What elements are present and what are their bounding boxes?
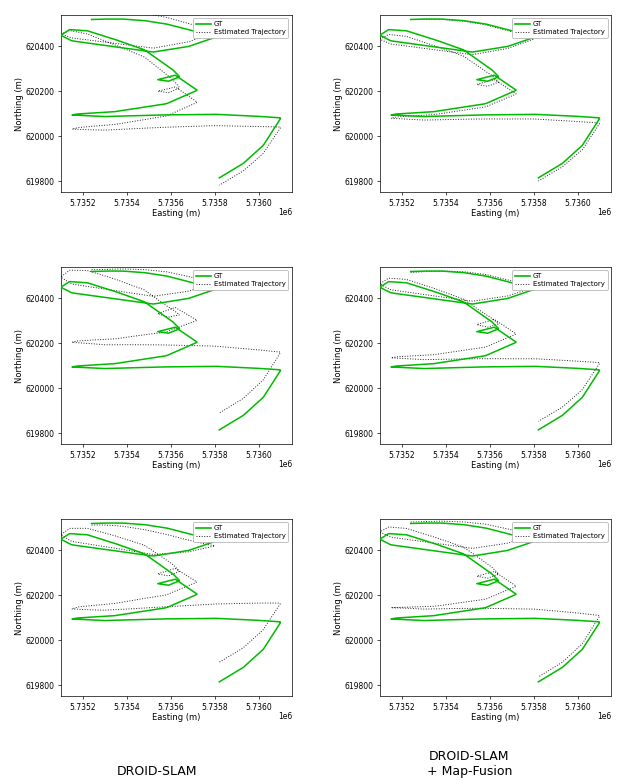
Legend: GT, Estimated Trajectory: GT, Estimated Trajectory	[512, 19, 607, 37]
Text: 1e6: 1e6	[597, 711, 611, 721]
Y-axis label: Northing (m): Northing (m)	[334, 76, 343, 131]
Text: DROID-SLAM
+ Map-Fusion: DROID-SLAM + Map-Fusion	[427, 750, 512, 778]
Legend: GT, Estimated Trajectory: GT, Estimated Trajectory	[512, 523, 607, 542]
X-axis label: Easting (m): Easting (m)	[152, 461, 200, 470]
Legend: GT, Estimated Trajectory: GT, Estimated Trajectory	[193, 523, 289, 542]
Y-axis label: Northing (m): Northing (m)	[334, 581, 343, 635]
Text: 1e6: 1e6	[278, 207, 292, 217]
X-axis label: Easting (m): Easting (m)	[471, 713, 520, 722]
Text: DROID-SLAM: DROID-SLAM	[116, 765, 197, 778]
Legend: GT, Estimated Trajectory: GT, Estimated Trajectory	[512, 271, 607, 289]
Text: 1e6: 1e6	[597, 207, 611, 217]
Y-axis label: Northing (m): Northing (m)	[334, 328, 343, 383]
X-axis label: Easting (m): Easting (m)	[471, 461, 520, 470]
X-axis label: Easting (m): Easting (m)	[152, 209, 200, 218]
X-axis label: Easting (m): Easting (m)	[471, 209, 520, 218]
Legend: GT, Estimated Trajectory: GT, Estimated Trajectory	[193, 19, 289, 37]
Text: 1e6: 1e6	[278, 459, 292, 469]
Y-axis label: Northing (m): Northing (m)	[15, 581, 24, 635]
Y-axis label: Northing (m): Northing (m)	[15, 328, 24, 383]
X-axis label: Easting (m): Easting (m)	[152, 713, 200, 722]
Y-axis label: Northing (m): Northing (m)	[15, 76, 24, 131]
Legend: GT, Estimated Trajectory: GT, Estimated Trajectory	[193, 271, 289, 289]
Text: 1e6: 1e6	[597, 459, 611, 469]
Text: 1e6: 1e6	[278, 711, 292, 721]
